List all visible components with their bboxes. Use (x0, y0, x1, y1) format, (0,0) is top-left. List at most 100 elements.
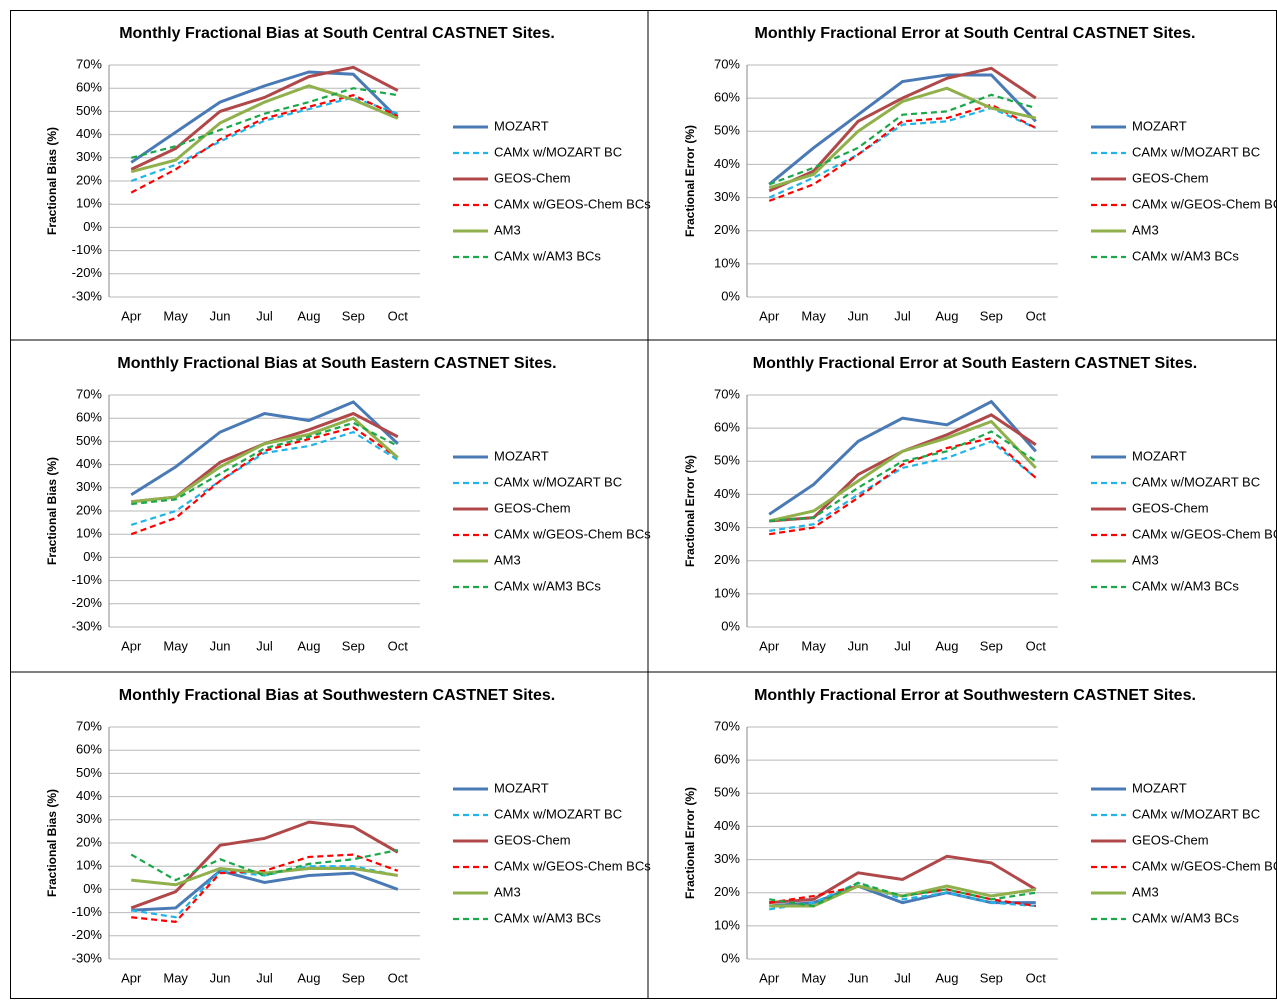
legend-label: AM3 (1132, 222, 1159, 237)
y-axis-label: Fractional Bias (%) (45, 457, 59, 565)
y-tick-label: 0% (83, 549, 102, 564)
legend-label: CAMx w/MOZART BC (1132, 144, 1260, 159)
y-tick-label: -20% (72, 265, 103, 280)
series-line (130, 400, 399, 497)
legend-label: CAMx w/MOZART BC (494, 474, 622, 489)
series-line (130, 70, 399, 164)
chart-title: Monthly Fractional Bias at South Eastern… (117, 355, 556, 372)
y-tick-label: 30% (76, 479, 102, 494)
legend-label: GEOS-Chem (1132, 832, 1209, 847)
x-tick-label: Oct (1026, 970, 1047, 985)
legend-label: CAMx w/MOZART BC (1132, 806, 1260, 821)
legend-label: AM3 (494, 552, 521, 567)
x-tick-label: Aug (297, 970, 320, 985)
legend-label: CAMx w/AM3 BCs (1132, 578, 1239, 593)
y-tick-label: 40% (714, 156, 740, 171)
legend-label: CAMx w/GEOS-Chem BCs (494, 526, 651, 541)
x-tick-label: Jun (210, 970, 231, 985)
y-tick-label: 0% (83, 219, 102, 234)
legend-label: MOZART (494, 448, 549, 463)
y-tick-label: -30% (72, 950, 103, 965)
y-axis-label: Fractional Error (%) (683, 125, 697, 237)
legend-label: MOZART (494, 780, 549, 795)
x-tick-label: Jul (256, 638, 273, 653)
y-tick-label: 40% (76, 788, 102, 803)
series-line (130, 87, 398, 159)
x-tick-label: May (163, 970, 188, 985)
y-tick-label: 50% (76, 433, 102, 448)
series-line (768, 66, 1037, 193)
x-tick-label: Aug (935, 970, 958, 985)
x-tick-label: Aug (935, 638, 958, 653)
x-tick-label: Jun (848, 638, 869, 653)
y-tick-label: 10% (76, 196, 102, 211)
legend-label: CAMx w/GEOS-Chem BCs (494, 858, 651, 873)
series-line (130, 426, 399, 536)
y-tick-label: 70% (76, 718, 102, 733)
x-tick-label: Jul (894, 308, 911, 323)
y-tick-label: 10% (714, 255, 740, 270)
legend-label: CAMx w/AM3 BCs (494, 910, 601, 925)
series-line (769, 440, 1037, 532)
y-tick-label: 30% (76, 149, 102, 164)
y-tick-label: -20% (72, 595, 103, 610)
x-tick-label: Oct (388, 638, 409, 653)
x-tick-label: Apr (121, 970, 142, 985)
series-line (769, 854, 1037, 905)
legend-label: CAMx w/MOZART BC (494, 806, 622, 821)
series-line (130, 84, 399, 174)
series-line (131, 416, 399, 504)
legend-label: MOZART (1132, 780, 1187, 795)
y-tick-label: 10% (76, 526, 102, 541)
legend-label: AM3 (494, 884, 521, 899)
x-tick-label: Sep (342, 638, 365, 653)
y-tick-label: 40% (714, 486, 740, 501)
x-tick-label: May (801, 308, 826, 323)
series-line (131, 421, 399, 506)
y-tick-label: 10% (714, 585, 740, 600)
series-line (130, 65, 399, 171)
legend-label: GEOS-Chem (494, 170, 571, 185)
legend-label: CAMx w/MOZART BC (494, 144, 622, 159)
y-tick-label: -10% (72, 904, 103, 919)
legend-label: GEOS-Chem (1132, 500, 1209, 515)
legend-label: CAMx w/GEOS-Chem BCs (1132, 858, 1277, 873)
series-line (769, 881, 1036, 908)
x-tick-label: Oct (1026, 308, 1047, 323)
y-tick-label: -20% (72, 927, 103, 942)
x-tick-label: May (163, 638, 188, 653)
legend-label: CAMx w/AM3 BCs (494, 248, 601, 263)
y-tick-label: 70% (714, 386, 740, 401)
x-tick-label: Aug (297, 308, 320, 323)
y-tick-label: 70% (76, 56, 102, 71)
y-axis-label: Fractional Bias (%) (45, 127, 59, 235)
x-tick-label: Sep (980, 308, 1003, 323)
x-tick-label: Jul (894, 638, 911, 653)
y-tick-label: 30% (714, 519, 740, 534)
y-tick-label: 40% (76, 456, 102, 471)
y-tick-label: 20% (714, 222, 740, 237)
y-tick-label: 20% (76, 502, 102, 517)
legend-label: CAMx w/MOZART BC (1132, 474, 1260, 489)
x-tick-label: Sep (342, 308, 365, 323)
series-line (131, 866, 399, 887)
y-tick-label: 10% (76, 858, 102, 873)
y-tick-label: -30% (72, 288, 103, 303)
frame (10, 10, 1277, 999)
legend-label: CAMx w/AM3 BCs (494, 578, 601, 593)
x-tick-label: Apr (121, 638, 142, 653)
y-axis-label: Fractional Error (%) (683, 455, 697, 567)
y-tick-label: 0% (721, 288, 740, 303)
legend-label: GEOS-Chem (494, 832, 571, 847)
y-tick-label: 40% (714, 818, 740, 833)
y-axis-label: Fractional Bias (%) (45, 789, 59, 897)
x-tick-label: Jul (256, 970, 273, 985)
series-line (131, 869, 399, 912)
chart-title: Monthly Fractional Error at South Easter… (753, 355, 1198, 372)
series-line (768, 399, 1037, 516)
chart-title: Monthly Fractional Error at Southwestern… (754, 687, 1196, 704)
y-tick-label: -30% (72, 618, 103, 633)
legend-label: MOZART (494, 118, 549, 133)
y-tick-label: 0% (721, 618, 740, 633)
y-tick-label: 10% (714, 917, 740, 932)
